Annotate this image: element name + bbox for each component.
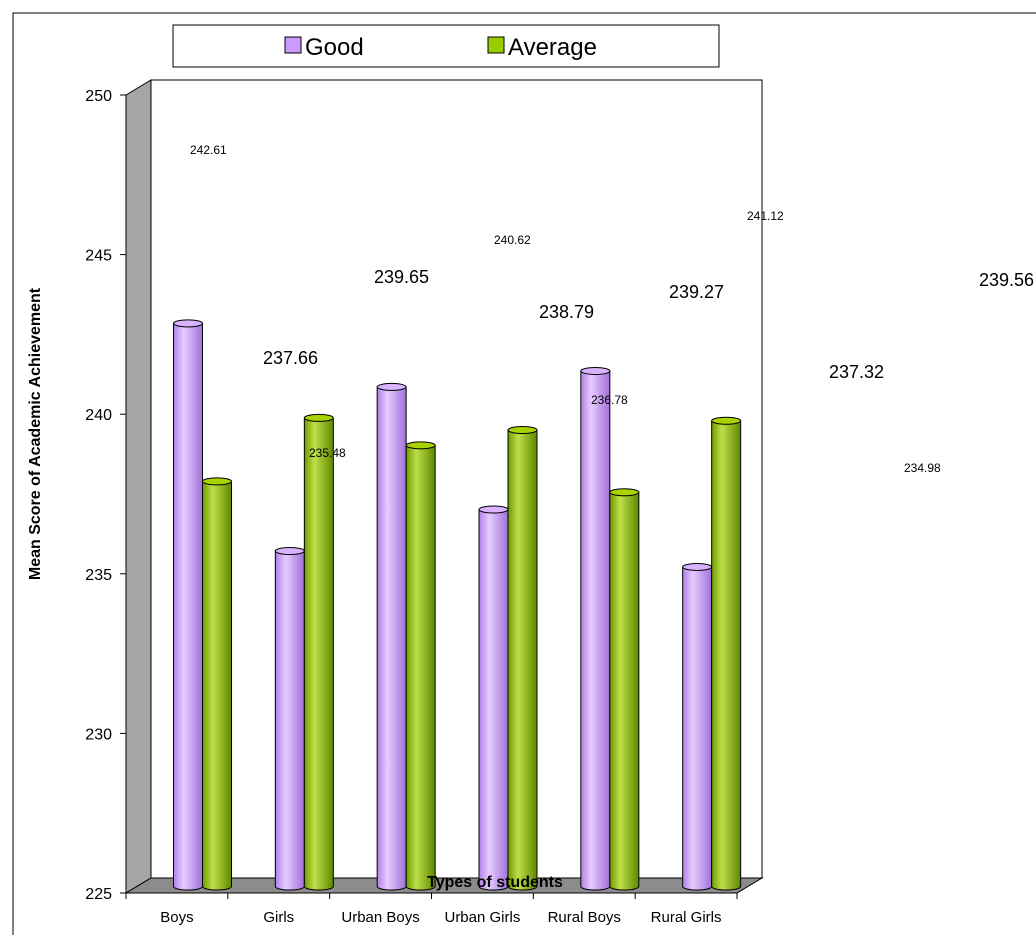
- data-label: 239.27: [669, 282, 724, 302]
- bar-good: [478, 505, 509, 891]
- bar-good: [580, 366, 611, 891]
- data-label: 237.66: [263, 348, 318, 368]
- data-label: 238.79: [539, 302, 594, 322]
- bar-average: [507, 426, 538, 891]
- legend-swatch-average: [487, 36, 505, 54]
- data-label: 236.78: [591, 393, 628, 407]
- x-tick-label: Rural Girls: [651, 909, 722, 926]
- chart-border: [12, 12, 1036, 935]
- bar-good: [682, 562, 713, 891]
- y-tick-label: 240: [85, 407, 112, 424]
- x-tick-label: Urban Boys: [341, 909, 419, 926]
- bars: [173, 319, 742, 891]
- side-wall: [125, 79, 152, 894]
- bar-good: [376, 382, 407, 891]
- data-label: 234.98: [904, 461, 941, 475]
- legend-label-average: Average: [508, 34, 597, 61]
- y-tick-label: 225: [85, 886, 112, 903]
- y-tick-label: 245: [85, 248, 112, 265]
- y-axis-title: Mean Score of Academic Achievement: [27, 287, 44, 580]
- data-label: 240.62: [494, 233, 531, 247]
- y-tick-label: 235: [85, 567, 112, 584]
- x-tick-label: Boys: [160, 909, 193, 926]
- bar-good: [173, 319, 203, 891]
- data-label: 242.61: [190, 143, 227, 157]
- y-tick-label: 230: [85, 726, 112, 743]
- data-label: 237.32: [829, 362, 884, 382]
- bar-average: [609, 488, 640, 891]
- bar-average: [405, 441, 436, 891]
- bar-average: [202, 477, 232, 891]
- y-tick-label: 250: [85, 88, 112, 105]
- y-axis-ticks: 225 230 235 240 245 250: [85, 88, 126, 903]
- legend-swatch-good: [284, 36, 302, 54]
- data-label: 239.56: [979, 270, 1034, 290]
- bar-average: [711, 416, 742, 891]
- back-wall: [150, 79, 763, 879]
- legend-label-good: Good: [305, 34, 364, 61]
- legend: Good Average: [172, 24, 720, 68]
- x-tick-label: Rural Boys: [548, 909, 621, 926]
- x-axis-title: Types of students: [427, 874, 563, 891]
- x-tick-label: Urban Girls: [444, 909, 520, 926]
- data-label: 239.65: [374, 267, 429, 287]
- x-tick-label: Girls: [263, 909, 294, 926]
- bar-good: [274, 546, 305, 891]
- bar-average: [303, 413, 334, 891]
- data-label: 235.48: [309, 446, 346, 460]
- x-axis-ticks: Boys Girls Urban Boys Urban Girls Rural Boys…: [125, 893, 738, 926]
- data-labels: 242.61 235.48 240.62 236.78 241.12 234.98 237.…: [190, 143, 1034, 475]
- data-label: 241.12: [747, 209, 784, 223]
